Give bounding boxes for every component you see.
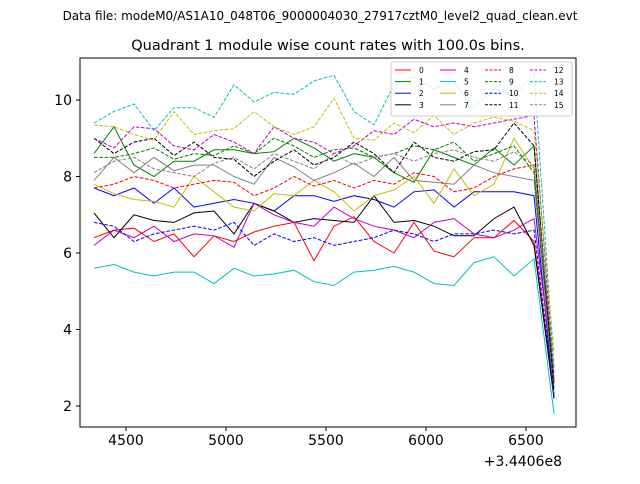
legend-label-1: 1: [419, 78, 424, 87]
legend-label-9: 9: [509, 78, 514, 87]
y-tick-label: 10: [54, 93, 72, 109]
legend-label-7: 7: [464, 101, 469, 110]
x-offset-label: +3.4406e8: [484, 454, 562, 470]
legend-label-10: 10: [509, 89, 519, 98]
series-line-7: [93, 156, 555, 387]
legend-label-12: 12: [554, 66, 564, 75]
plot-frame: [79, 57, 577, 428]
y-tick-label: 6: [63, 246, 72, 262]
legend-label-6: 6: [464, 89, 469, 98]
x-tick-label: 6000: [408, 433, 444, 449]
series-line-15: [93, 149, 555, 368]
series-line-8: [93, 164, 555, 384]
legend-label-2: 2: [419, 89, 424, 98]
series-line-4: [93, 202, 555, 380]
series-line-10: [93, 221, 555, 395]
series-line-11: [93, 122, 555, 391]
legend-label-0: 0: [419, 66, 424, 75]
legend-label-4: 4: [464, 66, 469, 75]
axes-layer: 4500 5000 5500 6000 6500 2 4 6 8 10: [54, 93, 544, 449]
chart-title: Quadrant 1 module wise count rates with …: [131, 38, 525, 54]
figure-suptitle: Data file: modeM0/AS1A10_048T06_90000040…: [63, 9, 578, 23]
legend-label-11: 11: [509, 101, 519, 110]
series-line-0: [93, 216, 555, 395]
x-tick-label: 5500: [308, 433, 344, 449]
series-line-2: [93, 187, 555, 399]
y-tick-label: 8: [63, 170, 72, 186]
legend-label-13: 13: [554, 78, 564, 87]
series-line-5: [93, 256, 555, 414]
legend-box: [390, 61, 573, 117]
y-tick-label: 2: [63, 399, 72, 415]
series-line-12: [93, 114, 555, 376]
series-line-9: [94, 137, 555, 384]
plot-layer: [93, 72, 555, 414]
series-line-6: [93, 137, 555, 395]
legend-label-3: 3: [419, 101, 424, 110]
series-line-14: [93, 97, 555, 353]
x-tick-label: 6500: [508, 433, 544, 449]
x-tick-label: 4500: [108, 433, 144, 449]
series-line-1: [93, 125, 555, 384]
legend-label-15: 15: [554, 101, 564, 110]
x-tick-label: 5000: [208, 433, 244, 449]
legend-label-8: 8: [509, 66, 514, 75]
y-tick-label: 4: [63, 322, 72, 338]
legend-label-5: 5: [464, 78, 469, 87]
legend-label-14: 14: [554, 89, 564, 98]
